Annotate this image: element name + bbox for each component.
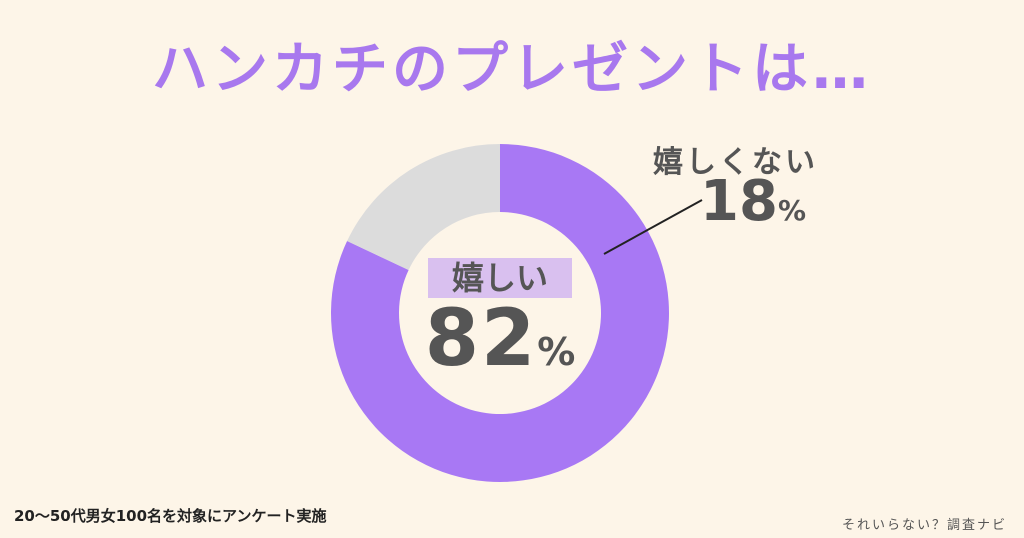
slice-value-happy-unit: % — [537, 330, 576, 374]
slice-label-happy: 嬉しい — [428, 258, 572, 298]
slice-value-not-happy-number: 18 — [700, 169, 778, 234]
survey-footnote: 20〜50代男女100名を対象にアンケート実施 — [14, 507, 327, 525]
chart-title: ハンカチのプレゼントは… — [152, 37, 872, 102]
slice-value-not-happy-unit: % — [777, 194, 806, 227]
slice-not-happy — [347, 144, 500, 270]
leader-line — [603, 199, 703, 255]
slice-value-happy: 82% — [400, 300, 600, 378]
slice-happy — [331, 144, 670, 482]
slice-value-happy-number: 82 — [424, 294, 538, 384]
slice-value-not-happy: 18% — [700, 174, 820, 230]
slice-label-not-happy: 嬉しくない — [653, 145, 818, 180]
brand-watermark: それいらない？調査ナビ — [842, 518, 1008, 533]
